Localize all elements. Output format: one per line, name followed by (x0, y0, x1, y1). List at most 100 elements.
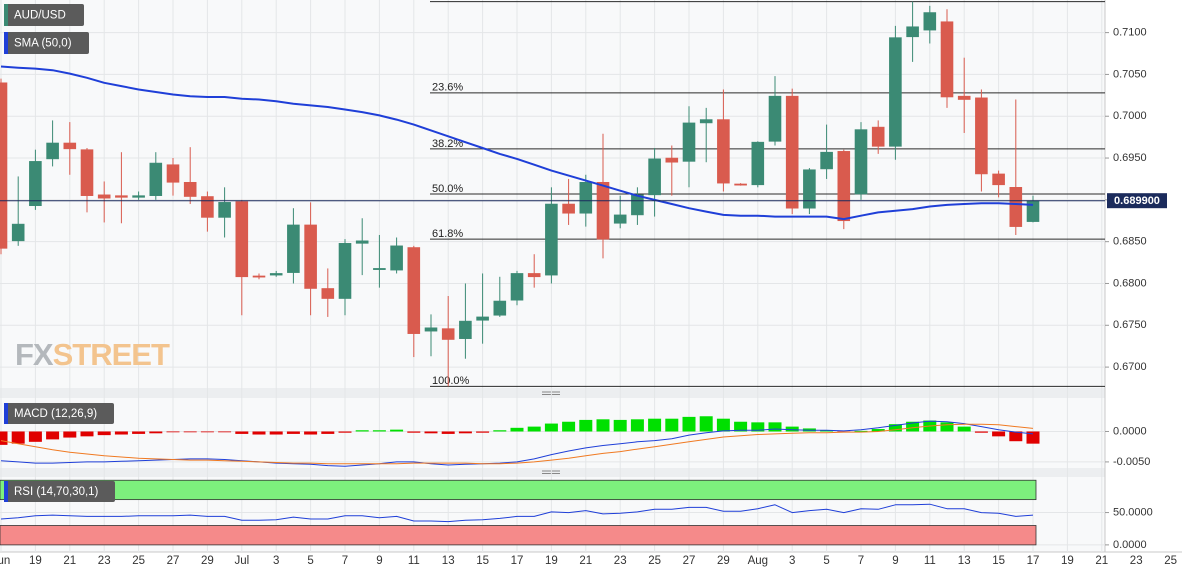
sma-label[interactable]: SMA (50,0) (4, 32, 89, 54)
x-tick-label: 19 (1061, 555, 1074, 567)
macd-histogram-bar (579, 419, 593, 432)
macd-histogram-bar (682, 416, 696, 432)
symbol-label[interactable]: AUD/USD (4, 4, 84, 26)
candle-body (373, 268, 386, 270)
candle-body (854, 129, 868, 195)
macd-histogram-bar (648, 418, 662, 432)
candle-body (149, 162, 163, 196)
candle-body (252, 275, 266, 278)
candle-body (218, 202, 231, 218)
y-tick-label: 0.7050 (1113, 68, 1147, 80)
macd-plot-background (0, 398, 1105, 468)
candle-body (889, 37, 902, 147)
macd-histogram-bar (149, 431, 163, 434)
candle-body (304, 224, 317, 289)
fib-level-label: 23.6% (432, 82, 463, 94)
last-price-label: 0.689900 (1114, 195, 1160, 207)
x-tick-label: 25 (1164, 555, 1177, 567)
macd-histogram-bar (544, 423, 558, 432)
candle-body (424, 327, 438, 332)
candle-body (734, 183, 747, 186)
macd-histogram-bar (854, 430, 868, 432)
candle-body (682, 122, 696, 162)
x-tick-label: 21 (1095, 555, 1108, 567)
macd-histogram-bar (321, 431, 335, 434)
rsi-band (0, 525, 1037, 546)
candle-body (820, 151, 833, 170)
macd-histogram-bar (0, 431, 8, 445)
x-tick-label: 17 (1027, 555, 1040, 567)
x-tick-label: 15 (992, 555, 1005, 567)
macd-histogram-bar (820, 430, 834, 432)
macd-histogram-bar (97, 431, 111, 436)
x-tick-label: 5 (823, 555, 829, 567)
macd-histogram-bar (28, 431, 42, 442)
candle-body (596, 181, 610, 240)
y-tick-label: 0.6850 (1113, 236, 1147, 248)
macd-histogram-bar (269, 431, 283, 435)
macd-histogram-bar (200, 431, 214, 433)
candle-body (11, 223, 25, 242)
macd-histogram-bar (527, 426, 541, 432)
rsi-band (0, 479, 1037, 501)
candle-body (269, 273, 283, 276)
x-tick-label: 27 (167, 555, 180, 567)
y-tick-label: -0.0050 (1113, 456, 1150, 468)
macd-histogram-bar (424, 431, 438, 434)
x-tick-label: 3 (273, 555, 279, 567)
macd-histogram-bar (888, 424, 902, 432)
candle-body (527, 273, 541, 278)
candle-body (665, 157, 679, 163)
candle-body (871, 126, 885, 147)
candle-body (97, 194, 111, 199)
macd-histogram-bar (235, 431, 249, 434)
macd-histogram-bar (1026, 431, 1040, 444)
y-tick-label: 0.6800 (1113, 277, 1147, 289)
macd-histogram-bar (476, 431, 490, 433)
macd-histogram-bar (46, 431, 60, 440)
macd-histogram-bar (562, 421, 576, 432)
candle-body (631, 194, 644, 216)
macd-histogram-bar (63, 431, 77, 438)
sma-name: SMA (50,0) (14, 38, 72, 50)
macd-histogram-bar (493, 430, 507, 432)
candle-body (390, 245, 403, 271)
candle-body (355, 240, 369, 244)
macd-label[interactable]: MACD (12,26,9) (4, 403, 114, 424)
candle-body (768, 95, 782, 142)
x-tick-label: 5 (307, 555, 313, 567)
y-tick-label: 50.0000 (1113, 506, 1153, 518)
candle-body (923, 12, 937, 31)
macd-histogram-bar (80, 431, 94, 437)
x-tick-label: 11 (924, 555, 936, 567)
macd-histogram-bar (734, 421, 748, 432)
x-tick-label: Jun (0, 555, 10, 567)
fib-level-label: 100.0% (432, 375, 470, 387)
x-tick-label: Jul (234, 555, 249, 567)
rsi-label[interactable]: RSI (14,70,30,1) (4, 481, 115, 502)
macd-histogram-bar (716, 418, 730, 432)
sma-line (0, 65, 1034, 221)
x-tick-label: 25 (648, 555, 661, 567)
candle-body (287, 224, 300, 273)
candle-body (975, 97, 988, 175)
candle-body (235, 201, 249, 278)
candle-body (115, 195, 128, 198)
watermark: FXSTREET (15, 337, 170, 372)
macd-histogram-bar (596, 419, 610, 432)
symbol-title: AUD/USD (14, 10, 66, 22)
candle-body (751, 141, 765, 186)
candle-body (699, 119, 713, 124)
fib-level-label: 0.0% (432, 0, 457, 3)
y-tick-label: 0.6700 (1113, 361, 1147, 373)
main-layer: FXSTREET 0.0% 23.6% 38.2% 50.0% 61.8% 100.0% (0, 0, 1105, 387)
x-tick-label: Aug (748, 555, 768, 567)
candle-body (441, 328, 455, 340)
last-price-tag (1107, 193, 1167, 209)
candle-body (46, 142, 59, 160)
y-tick-label: 0.0000 (1113, 425, 1147, 437)
x-tick-label: 23 (1130, 555, 1143, 567)
macd-histogram-bar (372, 430, 386, 432)
candle-body (510, 273, 524, 301)
